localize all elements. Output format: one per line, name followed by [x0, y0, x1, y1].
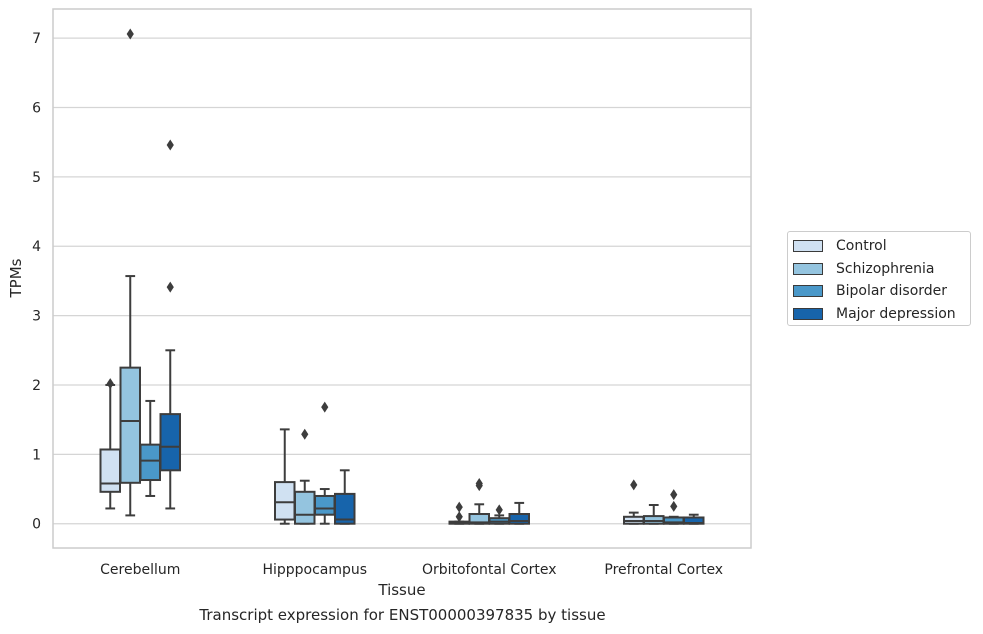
- y-tick-label: 7: [32, 31, 41, 47]
- y-tick-label: 4: [32, 239, 41, 255]
- x-axis-label: Tissue: [377, 581, 425, 599]
- outlier-point: [670, 489, 678, 501]
- box-group: [119, 28, 141, 517]
- plot-frame: [52, 8, 752, 549]
- box: [643, 515, 665, 525]
- box: [334, 492, 356, 525]
- legend: Control Schizophrenia Bipolar disorder Majo…: [787, 231, 971, 326]
- y-tick-label: 2: [32, 378, 41, 394]
- box-group: [159, 139, 181, 510]
- box-group: [334, 469, 356, 525]
- box-group: [99, 378, 121, 510]
- box: [139, 443, 161, 482]
- outlier-point: [670, 500, 678, 512]
- box-group: [488, 504, 510, 525]
- legend-label: Bipolar disorder: [836, 283, 948, 299]
- box-group: [448, 501, 470, 525]
- box: [159, 413, 181, 472]
- box-group: [274, 428, 296, 525]
- outlier-point: [455, 511, 463, 523]
- outlier-point: [166, 281, 174, 293]
- outlier-point: [166, 139, 174, 151]
- box: [508, 513, 530, 525]
- box-group: [139, 399, 161, 497]
- legend-swatch: [793, 307, 823, 320]
- box-group: [643, 503, 665, 525]
- y-tick-label: 3: [32, 309, 41, 325]
- outlier-point: [106, 378, 114, 390]
- box: [314, 494, 336, 516]
- box-group: [683, 513, 705, 525]
- legend-label: Major depression: [836, 305, 956, 322]
- legend-label: Control: [836, 238, 887, 254]
- outlier-point: [495, 504, 503, 516]
- box: [274, 481, 296, 521]
- outlier-point: [630, 479, 638, 491]
- legend-swatch: [793, 240, 823, 252]
- legend-item: Schizophrenia: [793, 259, 934, 279]
- box: [119, 366, 141, 484]
- outlier-point: [475, 480, 483, 492]
- box-group: [314, 401, 336, 525]
- y-tick-label: 0: [32, 517, 41, 533]
- box: [99, 448, 121, 493]
- legend-swatch: [793, 285, 823, 297]
- y-tick-label: 6: [32, 101, 41, 117]
- x-tick-labels: Cerebellum Hipppocampus Orbitofontal Corte…: [100, 562, 723, 578]
- legend-item: Control: [793, 236, 887, 256]
- box-group: [508, 501, 530, 525]
- outlier-point: [321, 401, 329, 413]
- box-group: [294, 428, 316, 525]
- outlier-point: [126, 28, 134, 40]
- boxes: [99, 28, 705, 525]
- x-tick-label: Hipppocampus: [262, 562, 367, 578]
- outlier-point: [455, 501, 463, 513]
- x-tick-label: Orbitofontal Cortex: [422, 562, 557, 578]
- box-group: [623, 479, 645, 525]
- legend-swatch: [793, 262, 823, 275]
- box: [294, 490, 316, 525]
- y-tick-label: 1: [32, 447, 41, 463]
- y-axis-label: TPMs: [7, 258, 25, 298]
- chart-caption: Transcript expression for ENST0000039783…: [199, 606, 606, 624]
- y-tick-label: 5: [32, 170, 41, 186]
- legend-item: Major depression: [793, 304, 956, 324]
- box-group: [663, 489, 685, 525]
- y-tick-labels: 0 1 2 3 4 5 6 7: [32, 31, 41, 533]
- box-group: [468, 477, 490, 525]
- x-tick-label: Prefrontal Cortex: [604, 562, 723, 578]
- legend-item: Bipolar disorder: [793, 281, 947, 301]
- outlier-point: [301, 428, 309, 440]
- x-tick-label: Cerebellum: [100, 562, 180, 578]
- legend-label: Schizophrenia: [836, 260, 935, 277]
